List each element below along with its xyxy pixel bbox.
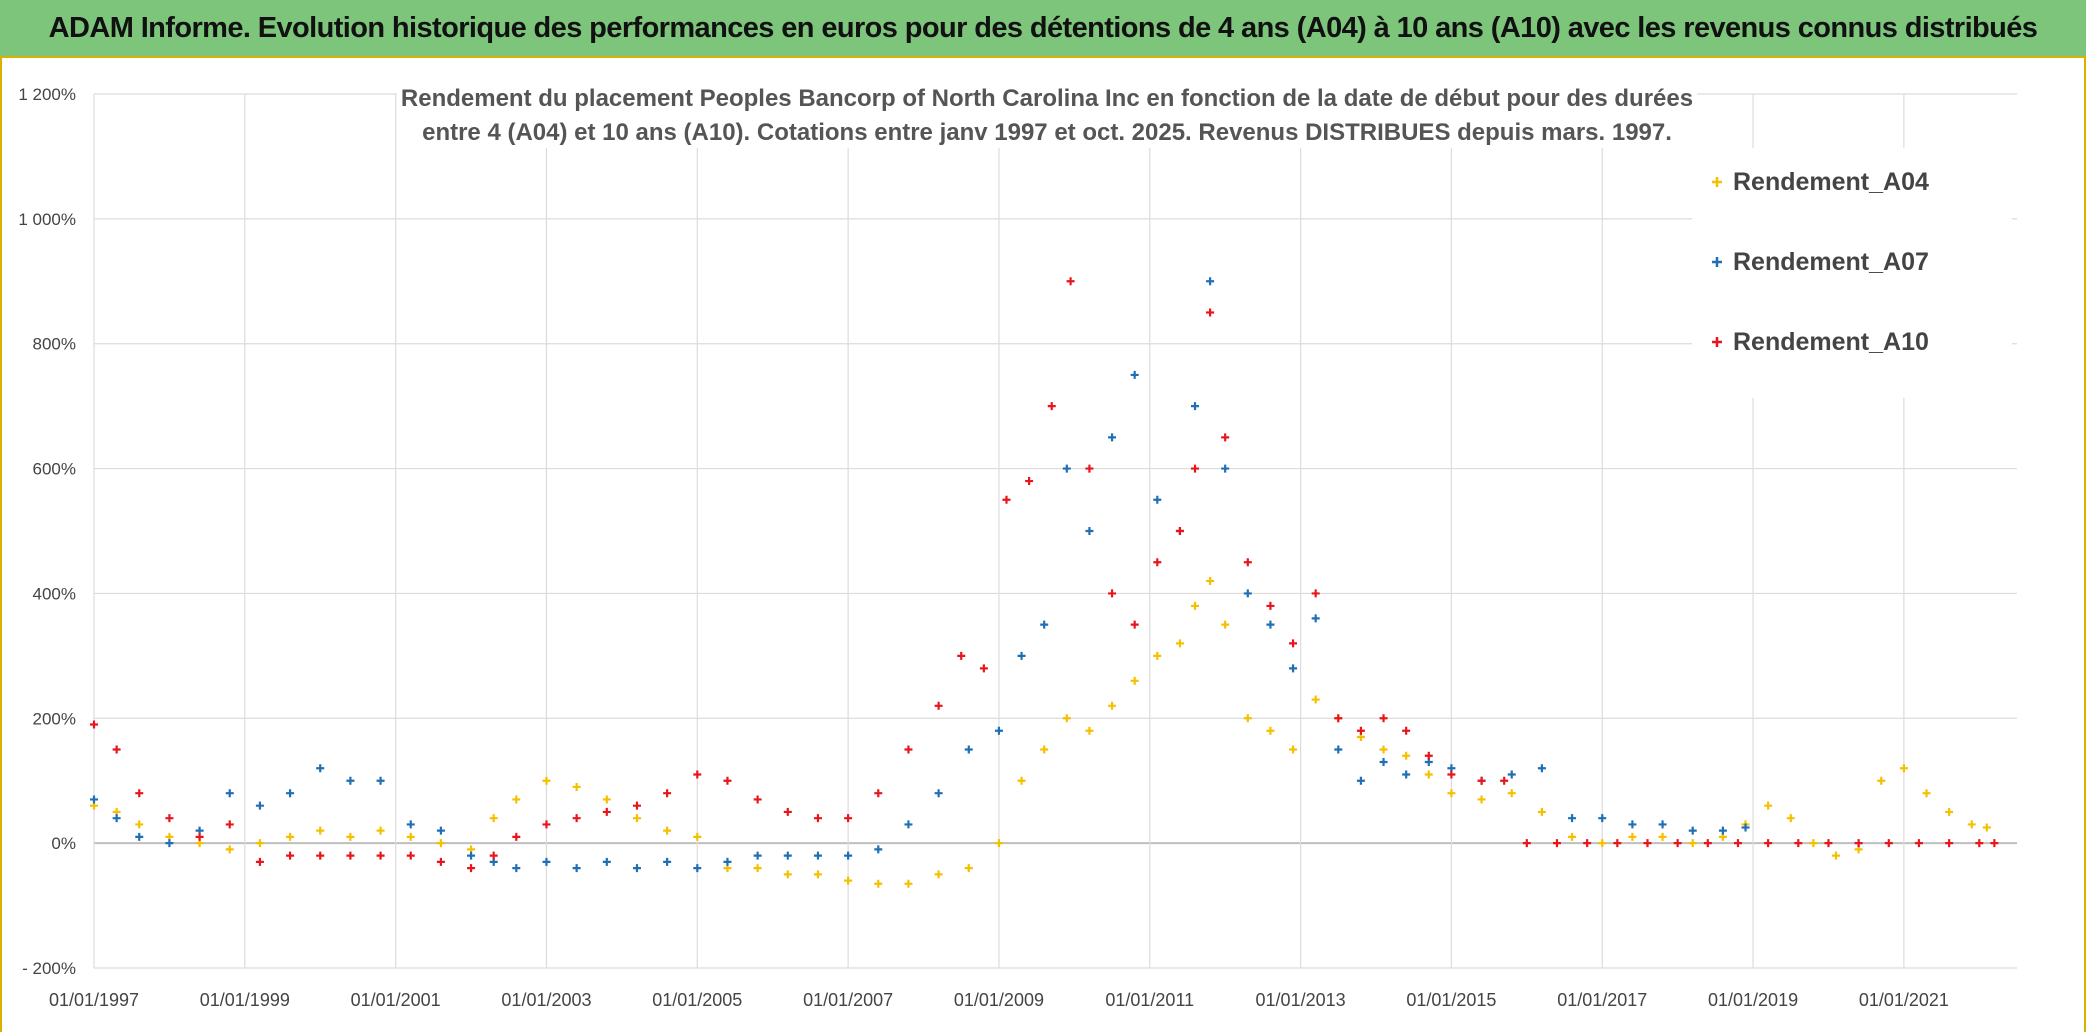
legend-backdrop (1692, 148, 2012, 398)
data-marker-group (90, 576, 1991, 888)
page-title: ADAM Informe. Evolution historique des p… (48, 11, 2038, 44)
y-tick-label: 600% (33, 460, 76, 479)
x-tick-label: 01/01/2017 (1557, 990, 1647, 1010)
series-rendement-a07 (90, 277, 1750, 873)
chart-title-line-1: Rendement du placement Peoples Bancorp o… (401, 85, 1693, 112)
x-tick-label: 01/01/2019 (1708, 990, 1798, 1010)
series-rendement-a10 (90, 277, 1999, 873)
legend-marker (1712, 257, 1722, 267)
x-tick-label: 01/01/2015 (1406, 990, 1496, 1010)
series-layer (90, 277, 1999, 888)
x-tick-label: 01/01/2021 (1859, 990, 1949, 1010)
x-tick-label: 01/01/1999 (200, 990, 290, 1010)
x-tick-label: 01/01/2007 (803, 990, 893, 1010)
legend-item: Rendement_A07 (1712, 248, 1929, 276)
data-marker-group (90, 277, 1999, 873)
chart-title-backdrop (397, 78, 1697, 148)
y-tick-label: - 200% (22, 959, 76, 978)
legend-label: Rendement_A07 (1733, 248, 1929, 276)
x-tick-label: 01/01/2001 (351, 990, 441, 1010)
chart-area: - 200% 0% 200% 400% 600% 800% 1 000% 1 200% 01/… (0, 58, 2086, 1032)
y-tick-label: 800% (33, 335, 76, 354)
title-banner: ADAM Informe. Evolution historique des p… (0, 0, 2086, 58)
x-tick-label: 01/01/2013 (1256, 990, 1346, 1010)
x-axis: 01/01/1997 01/01/1999 01/01/2001 01/01/2003… (49, 990, 1949, 1010)
legend-item: Rendement_A04 (1712, 168, 1929, 196)
y-tick-label: 400% (33, 584, 76, 603)
legend-marker (1712, 177, 1722, 187)
y-tick-label: 200% (33, 709, 76, 728)
series-rendement-a04 (90, 576, 1991, 888)
y-tick-label: 0% (51, 834, 76, 853)
legend-item: Rendement_A10 (1712, 328, 1929, 356)
chart-title: Rendement du placement Peoples Bancorp o… (397, 78, 1697, 148)
x-tick-label: 01/01/2011 (1105, 990, 1194, 1010)
y-axis: - 200% 0% 200% 400% 600% 800% 1 000% 1 200% (18, 85, 76, 978)
x-tick-label: 01/01/2009 (954, 990, 1044, 1010)
x-tick-label: 01/01/1997 (49, 990, 139, 1010)
y-tick-label: 1 200% (18, 85, 76, 104)
chart-title-line-2: entre 4 (A04) et 10 ans (A10). Cotations… (422, 119, 1672, 146)
legend-label: Rendement_A10 (1733, 328, 1929, 356)
scatter-chart: - 200% 0% 200% 400% 600% 800% 1 000% 1 200% 01/… (2, 58, 2084, 1032)
x-tick-label: 01/01/2003 (501, 990, 591, 1010)
x-tick-label: 01/01/2005 (652, 990, 742, 1010)
data-marker-group (90, 277, 1750, 873)
legend: Rendement_A04 Rendement_A07 Rendement_A10 (1692, 148, 2012, 398)
legend-marker (1712, 337, 1722, 347)
y-tick-label: 1 000% (18, 210, 76, 229)
legend-label: Rendement_A04 (1733, 168, 1929, 196)
